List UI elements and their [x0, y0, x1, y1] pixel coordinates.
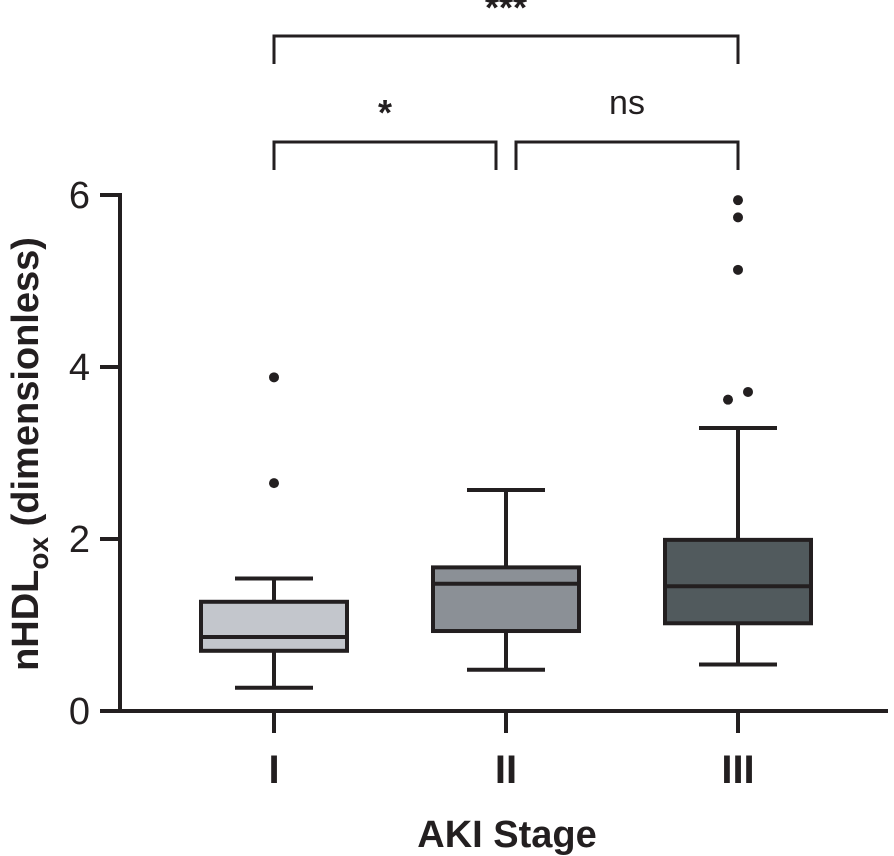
y-axis-title-suffix: (dimensionless) [5, 237, 47, 537]
outlier-III-4 [733, 212, 743, 223]
box-group-III [663, 195, 813, 667]
outlier-III-2 [743, 386, 753, 397]
y-axis-title-main: nHDL [5, 570, 47, 671]
outlier-III-3 [733, 264, 743, 275]
bracket-line-I-II [272, 140, 498, 170]
significance-label-II-III: ns [609, 84, 645, 122]
bracket-line-II-III [514, 140, 740, 170]
significance-brackets: * ns *** [272, 0, 740, 170]
x-axis-title: AKI Stage [417, 814, 596, 856]
bracket-II-III: ns [514, 84, 740, 170]
x-tick-label-I: I [268, 748, 279, 792]
y-tick-label-4: 4 [69, 347, 90, 389]
significance-label-I-III: *** [485, 0, 527, 28]
box-III [663, 537, 813, 626]
bracket-I-II: * [272, 92, 498, 170]
outlier-I-2 [269, 372, 279, 383]
box-I [199, 599, 349, 653]
outlier-III-1 [723, 394, 733, 405]
bracket-line-I-III [272, 34, 740, 64]
x-tick-label-II: II [495, 748, 517, 792]
y-axis-title-subscript: ox [23, 537, 54, 570]
y-axis-title: nHDLox (dimensionless) [5, 237, 54, 671]
outlier-I-1 [269, 478, 279, 489]
y-tick-label-0: 0 [69, 691, 90, 733]
box-series [199, 195, 813, 690]
outlier-III-5 [733, 195, 743, 206]
box-II [431, 565, 581, 634]
significance-label-I-II: * [378, 92, 392, 133]
bracket-I-III: *** [272, 0, 740, 64]
box-group-II [431, 487, 581, 672]
y-tick-label-2: 2 [69, 519, 90, 561]
y-tick-label-6: 6 [69, 175, 90, 217]
x-tick-label-III: III [721, 748, 754, 792]
box-group-I [199, 372, 349, 690]
